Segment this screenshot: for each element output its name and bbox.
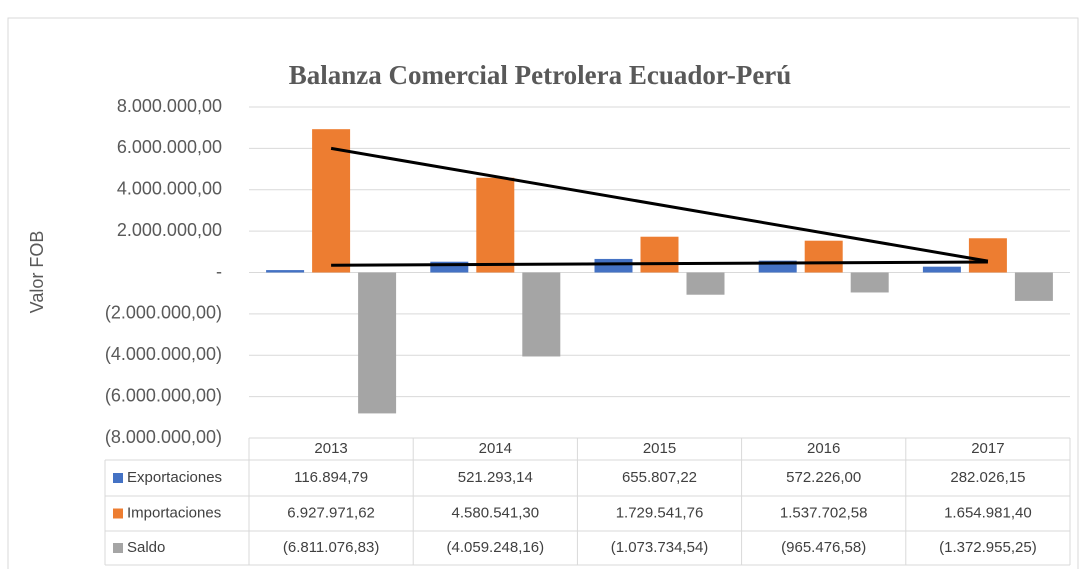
y-tick-label: (6.000.000,00): [105, 385, 222, 405]
table-value: 1.729.541,76: [616, 504, 704, 521]
bar: [358, 272, 397, 414]
bar: [522, 272, 561, 357]
legend-swatch: [113, 543, 123, 553]
y-tick-label: 4.000.000,00: [117, 179, 222, 199]
bar: [758, 260, 797, 273]
table-value: 572.226,00: [786, 469, 861, 486]
x-tick-label: 2015: [643, 440, 676, 457]
bar: [922, 266, 961, 273]
table-value: 1.654.981,40: [944, 504, 1032, 521]
x-tick-label: 2017: [971, 440, 1004, 457]
y-tick-label: (2.000.000,00): [105, 303, 222, 323]
bar: [476, 177, 515, 273]
table-value: 116.894,79: [294, 469, 368, 486]
bar: [804, 240, 843, 273]
table-value: 4.580.541,30: [452, 504, 540, 521]
x-tick-label: 2014: [479, 440, 512, 457]
bar: [968, 238, 1007, 273]
table-value: (965.476,58): [781, 539, 866, 556]
y-tick-label: 2.000.000,00: [117, 220, 222, 240]
table-value: 655.807,22: [622, 469, 697, 486]
legend-swatch: [113, 508, 123, 519]
legend-label: Exportaciones: [127, 469, 222, 486]
x-tick-label: 2013: [314, 440, 347, 457]
chart-title: Balanza Comercial Petrolera Ecuador-Perú: [289, 60, 792, 90]
bar: [266, 270, 305, 273]
table-value: 1.537.702,58: [780, 504, 868, 521]
bar: [430, 261, 469, 273]
bar: [686, 272, 725, 295]
bar: [594, 258, 633, 273]
table-value: (4.059.248,16): [447, 539, 545, 556]
table-value: 282.026,15: [950, 469, 1025, 486]
bar: [850, 272, 889, 293]
trend-line: [330, 146, 989, 263]
y-tick-label: (8.000.000,00): [105, 427, 222, 447]
trend-line: [331, 260, 988, 267]
table-value: (6.811.076,83): [283, 539, 379, 556]
legend-swatch: [113, 473, 123, 483]
bar: [640, 236, 679, 273]
table-value: 6.927.971,62: [287, 504, 375, 521]
table-value: 521.293,14: [458, 469, 533, 486]
y-axis-title: Valor FOB: [27, 231, 47, 314]
table-value: (1.372.955,25): [939, 539, 1037, 556]
legend-label: Importaciones: [127, 504, 221, 521]
y-tick-label: (4.000.000,00): [105, 344, 222, 364]
bar: [312, 129, 351, 273]
table-value: (1.073.734,54): [611, 539, 709, 556]
y-tick-label: 6.000.000,00: [117, 137, 222, 157]
y-tick-label: 8.000.000,00: [117, 96, 222, 116]
legend-label: Saldo: [127, 539, 165, 556]
y-tick-label: -: [216, 261, 222, 281]
x-tick-label: 2016: [807, 440, 840, 457]
bar: [1014, 272, 1053, 301]
